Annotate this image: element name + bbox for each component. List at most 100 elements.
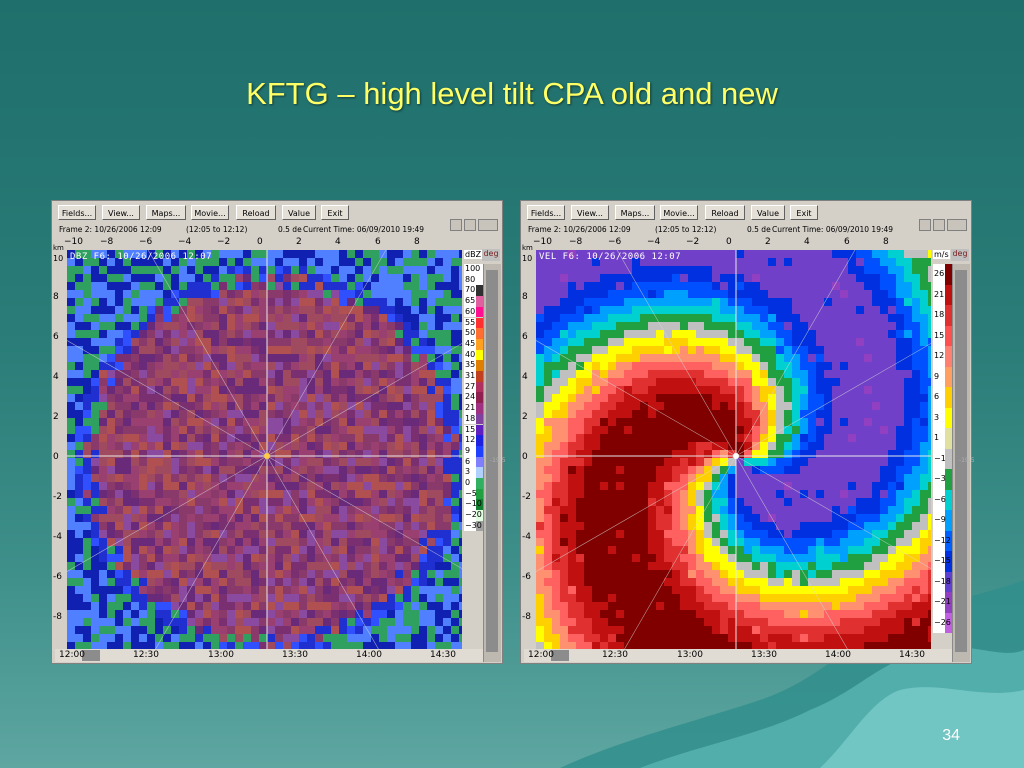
colorbar-unit: dBZ <box>464 250 483 259</box>
x-tick-label: −6 <box>608 237 622 247</box>
colorbar-entry: −6 <box>933 489 952 510</box>
time-label: 14:30 <box>899 650 925 660</box>
time-label: 13:30 <box>282 650 308 660</box>
x-tick-label: −2 <box>217 237 231 247</box>
view-button[interactable]: View... <box>102 205 140 220</box>
colorbar-entry: 50 <box>464 328 483 339</box>
reload-button[interactable]: Reload <box>705 205 745 220</box>
frame-info: Frame 2: 10/26/2006 12:09 <box>59 225 162 234</box>
time-label: 13:00 <box>208 650 234 660</box>
colorbar-entry: 15 <box>464 424 483 436</box>
view-button[interactable]: View... <box>571 205 609 220</box>
time-label: 12:30 <box>602 650 628 660</box>
y-tick-label: -4 <box>522 532 531 542</box>
exit-button[interactable]: Exit <box>790 205 818 220</box>
dbz-radar-panel: Fields... View... Maps... Movie... Reload Val… <box>51 200 506 665</box>
colorbar-entry: 12 <box>933 346 952 367</box>
slide-title: KFTG – high level tilt CPA old and new <box>246 76 778 111</box>
y-tick-label: 0 <box>522 452 528 462</box>
field-overlay-label: DBZ F6: 10/26/2006 12:07 <box>70 252 213 262</box>
vertical-scrollbar[interactable] <box>483 264 501 662</box>
toolbar: Fields... View... Maps... Movie... Reload Val… <box>55 204 495 222</box>
colorbar-entry: 15 <box>933 325 952 346</box>
colorbar-unit: m/s <box>933 250 950 259</box>
range-info: (12:05 to 12:12) <box>655 225 717 234</box>
colorbar-entry: 45 <box>464 338 483 350</box>
x-tick-label: 8 <box>414 237 420 247</box>
vertical-scrollbar[interactable] <box>952 264 970 662</box>
current-time: Current Time: 06/09/2010 19:49 <box>772 225 894 234</box>
tilt-info: 0.5 de <box>278 225 302 234</box>
current-time: Current Time: 06/09/2010 19:49 <box>303 225 425 234</box>
y-tick-label: 6 <box>522 332 528 342</box>
colorbar-entry: −26 <box>933 612 952 633</box>
colorbar-entry: −5 <box>464 488 483 500</box>
y-tick-label: -6 <box>522 572 531 582</box>
toolbar: Fields... View... Maps... Movie... Reload Val… <box>524 204 964 222</box>
scroll-thumb[interactable] <box>486 270 498 652</box>
reload-button[interactable]: Reload <box>236 205 276 220</box>
colorbar-entry: 24 <box>464 392 483 404</box>
x-tick-label: 6 <box>375 237 381 247</box>
window-button-1[interactable] <box>450 219 462 231</box>
colorbar-entry: 18 <box>464 413 483 425</box>
colorbar-entry: −12 <box>933 530 952 551</box>
colorbar-entry: 35 <box>464 360 483 371</box>
x-tick-label: 0 <box>257 237 263 247</box>
maps-button[interactable]: Maps... <box>615 205 655 220</box>
scroll-thumb[interactable] <box>955 270 967 652</box>
y-tick-label: 8 <box>522 292 528 302</box>
x-tick-label: 2 <box>296 237 302 247</box>
window-button-1[interactable] <box>919 219 931 231</box>
y-tick-label: 10 <box>53 254 64 263</box>
fields-button[interactable]: Fields... <box>527 205 565 220</box>
page-number: 34 <box>942 727 960 744</box>
y-tick-label: -2 <box>522 492 531 502</box>
time-slider-thumb[interactable] <box>551 650 569 661</box>
x-tick-label: 8 <box>883 237 889 247</box>
time-label: 14:00 <box>356 650 382 660</box>
colorbar-entry: 55 <box>464 317 483 329</box>
colorbar-entry: −21 <box>933 592 952 613</box>
colorbar-entry: 100 <box>464 264 483 275</box>
value-button[interactable]: Value <box>282 205 316 220</box>
time-slider[interactable]: 12:00 12:30 13:00 13:30 14:00 14:30 <box>524 649 952 662</box>
time-slider-thumb[interactable] <box>82 650 100 661</box>
window-button-3[interactable] <box>478 219 498 231</box>
colorbar-entry: 9 <box>464 445 483 457</box>
window-button-2[interactable] <box>464 219 476 231</box>
side-value: -19.5 <box>490 457 506 464</box>
colorbar-entry: 3 <box>933 407 952 428</box>
maps-button[interactable]: Maps... <box>146 205 186 220</box>
movie-button[interactable]: Movie... <box>660 205 698 220</box>
colorbar-entry: 6 <box>464 456 483 468</box>
colorbar-entry: 21 <box>464 403 483 414</box>
y-tick-label: 2 <box>522 412 528 422</box>
range-info: (12:05 to 12:12) <box>186 225 248 234</box>
value-button[interactable]: Value <box>751 205 785 220</box>
colorbar-deg: deg <box>482 249 500 261</box>
x-tick-label: 4 <box>804 237 810 247</box>
vel-radar-image[interactable] <box>521 201 973 665</box>
time-label: 13:30 <box>751 650 777 660</box>
window-button-3[interactable] <box>947 219 967 231</box>
time-label: 12:30 <box>133 650 159 660</box>
colorbar-entry: 0 <box>464 478 483 489</box>
colorbar-entry: −20 <box>464 510 483 521</box>
x-tick-label: −2 <box>686 237 700 247</box>
y-tick-label: 10 <box>522 254 533 263</box>
colorbar-entry: 18 <box>933 305 952 326</box>
movie-button[interactable]: Movie... <box>191 205 229 220</box>
colorbar-entry: −15 <box>933 551 952 572</box>
dbz-radar-image[interactable] <box>52 201 504 665</box>
exit-button[interactable]: Exit <box>321 205 349 220</box>
time-slider[interactable]: 12:00 12:30 13:00 13:30 14:00 14:30 <box>55 649 483 662</box>
vel-radar-panel: Fields... View... Maps... Movie... Reload Val… <box>520 200 975 665</box>
colorbar-entry: −30 <box>464 520 483 532</box>
field-overlay-label: VEL F6: 10/26/2006 12:07 <box>539 252 682 262</box>
fields-button[interactable]: Fields... <box>58 205 96 220</box>
x-tick-label: 2 <box>765 237 771 247</box>
x-tick-label: −8 <box>569 237 583 247</box>
window-button-2[interactable] <box>933 219 945 231</box>
time-label: 14:30 <box>430 650 456 660</box>
